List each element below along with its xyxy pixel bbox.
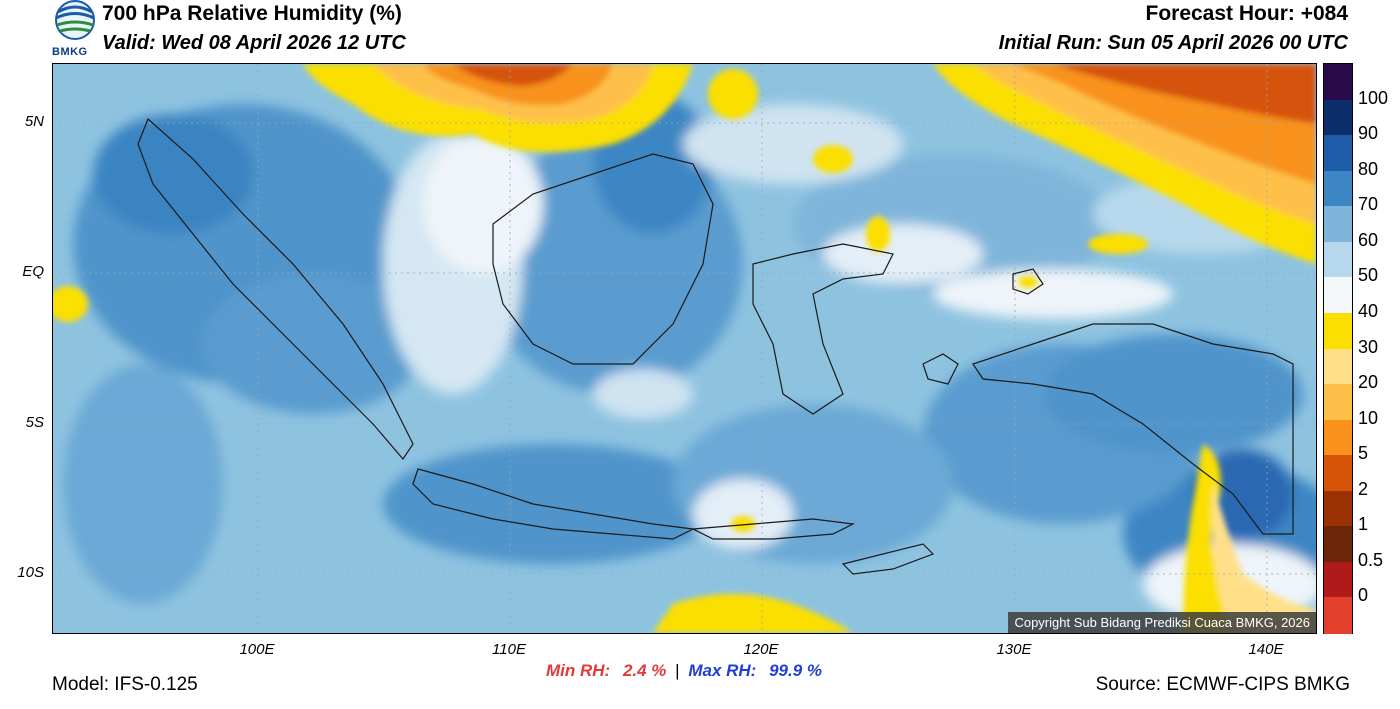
colorbar-label: 0.5 — [1358, 549, 1384, 570]
colorbar-label: 80 — [1358, 158, 1379, 179]
colorbar-label: 20 — [1358, 372, 1379, 393]
colorbar-segment — [1324, 348, 1352, 385]
max-rh-value: 99.9 % — [769, 661, 823, 680]
lon-tick-130e: 130E — [996, 641, 1032, 658]
coastlines — [137, 117, 1294, 575]
colorbar-segment — [1324, 526, 1352, 563]
colorbar — [1323, 63, 1353, 634]
colorbar-label: 0 — [1358, 585, 1369, 606]
colorbar-segment — [1324, 455, 1352, 492]
colorbar-segment — [1324, 241, 1352, 278]
colorbar-segment — [1324, 206, 1352, 243]
minmax-separator: | — [675, 661, 680, 680]
colorbar-segment — [1324, 64, 1352, 101]
initial-run: Initial Run: Sun 05 April 2026 00 UTC — [998, 32, 1348, 54]
colorbar-label: 60 — [1358, 229, 1379, 250]
lon-tick-140e: 140E — [1248, 641, 1284, 658]
colorbar-segment — [1324, 170, 1352, 207]
colorbar-label: 5 — [1358, 443, 1369, 464]
colorbar-segment — [1324, 561, 1352, 598]
colorbar-segment — [1324, 597, 1352, 634]
min-rh-label: Min RH: — [546, 661, 611, 680]
colorbar-label: 40 — [1358, 300, 1379, 321]
humidity-field — [53, 64, 1316, 633]
lon-tick-110e: 110E — [492, 641, 526, 658]
copyright-note: Copyright Sub Bidang Prediksi Cuaca BMKG… — [1008, 612, 1316, 633]
lat-tick-10s: 10S — [17, 564, 44, 581]
lon-tick-120e: 120E — [743, 641, 779, 658]
colorbar-segment — [1324, 99, 1352, 136]
bmkg-logo: BMKG — [50, 0, 100, 60]
colorbar-segment — [1324, 135, 1352, 172]
lat-tick-5s: 5S — [25, 414, 44, 431]
valid-time: Valid: Wed 08 April 2026 12 UTC — [102, 32, 406, 54]
min-rh-value: 2.4 % — [622, 661, 667, 680]
colorbar-segment — [1324, 384, 1352, 421]
colorbar-label: 30 — [1358, 336, 1379, 357]
lat-tick-eq: EQ — [22, 263, 44, 280]
max-rh-label: Max RH: — [688, 661, 757, 680]
bmkg-emblem-icon — [55, 0, 95, 40]
lon-tick-100e: 100E — [239, 641, 275, 658]
model-name: Model: IFS-0.125 — [52, 674, 198, 695]
lat-tick-5n: 5N — [24, 113, 44, 130]
chart-title: 700 hPa Relative Humidity (%) — [102, 2, 402, 25]
colorbar-label: 10 — [1358, 407, 1379, 428]
colorbar-segment — [1324, 277, 1352, 314]
colorbar-label: 90 — [1358, 123, 1379, 144]
colorbar-segment — [1324, 419, 1352, 456]
graticule — [53, 64, 1316, 633]
colorbar-label: 2 — [1358, 478, 1369, 499]
colorbar-label: 50 — [1358, 265, 1379, 286]
data-source: Source: ECMWF-CIPS BMKG — [1095, 674, 1350, 695]
colorbar-label: 70 — [1358, 194, 1379, 215]
humidity-map: Copyright Sub Bidang Prediksi Cuaca BMKG… — [52, 63, 1317, 634]
rh-extremes: Min RH: 2.4 % | Max RH: 99.9 % — [546, 661, 822, 681]
colorbar-label: 100 — [1358, 87, 1389, 108]
forecast-hour: Forecast Hour: +084 — [1145, 2, 1349, 25]
colorbar-segment — [1324, 312, 1352, 349]
colorbar-label: 1 — [1358, 514, 1369, 535]
logo-text: BMKG — [52, 46, 88, 58]
colorbar-segment — [1324, 490, 1352, 527]
